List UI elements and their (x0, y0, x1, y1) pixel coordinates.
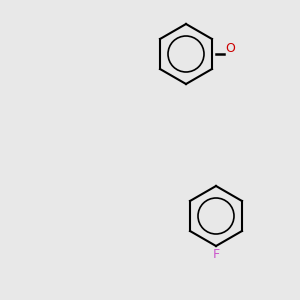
Text: F: F (212, 248, 220, 262)
Text: O: O (225, 41, 235, 55)
